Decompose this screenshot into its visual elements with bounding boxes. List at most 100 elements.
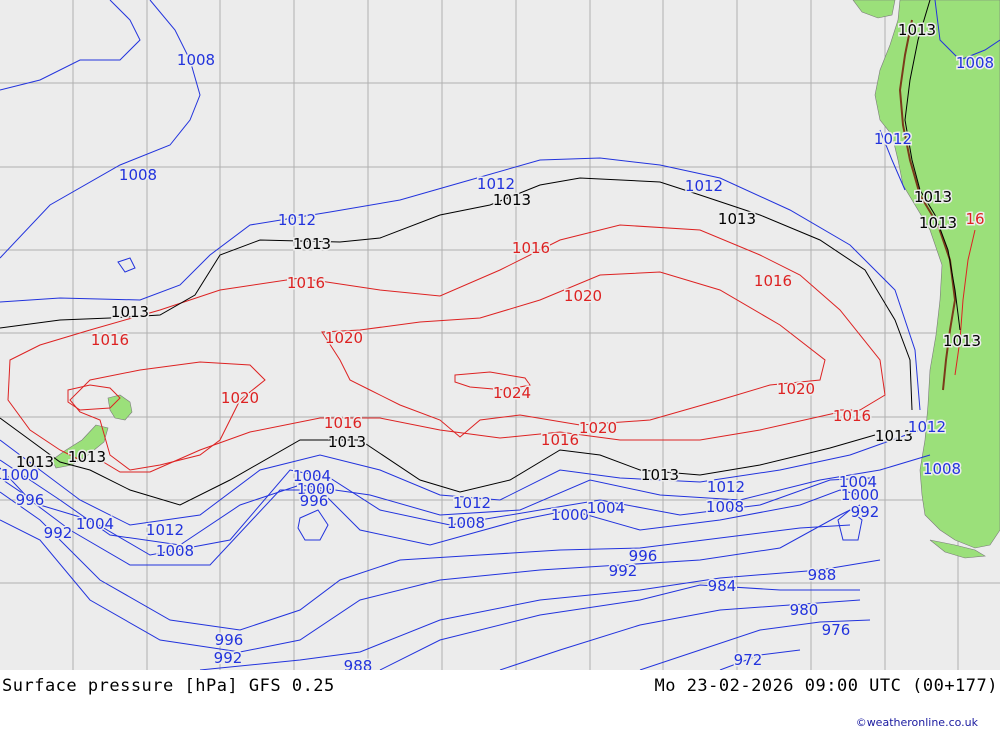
isobar-label: 988 (808, 566, 837, 584)
isobar-1004 (0, 469, 871, 556)
isobar-1008-nw (0, 0, 201, 259)
land-areas (51, 0, 1000, 559)
isobar-label: 980 (790, 601, 819, 619)
isobar-label: 1004 (587, 499, 625, 517)
isobar-label: 996 (300, 492, 329, 510)
isobar-996 (0, 491, 851, 631)
isobar-992 (0, 504, 861, 653)
isobar-1008-south (0, 454, 931, 546)
isobar-low-cell-left (297, 509, 329, 541)
isobar-label: 1013 (914, 188, 952, 206)
isobar-label: 1008 (956, 54, 994, 72)
isobar-label: 1016 (833, 407, 871, 425)
isobar-label: 1013 (293, 235, 331, 253)
isobar-small-loop (117, 257, 136, 273)
isobar-label: 1012 (685, 177, 723, 195)
isobar-label: 1012 (707, 478, 745, 496)
isobar-1016-west (7, 329, 91, 461)
pressure-map: 160E170E180170W160W150W140W130W120W110W1… (0, 0, 1000, 670)
isobar-1008-top (0, 0, 141, 91)
isobar-label: 1000 (297, 480, 335, 498)
isobar-label: 984 (708, 577, 737, 595)
isobar-label: 1008 (177, 51, 215, 69)
isobar-label: 1008 (706, 498, 744, 516)
isobar-label: 1020 (325, 329, 363, 347)
isobar-label: 996 (16, 491, 45, 509)
isobar-1020-nz-inner (67, 384, 121, 411)
credit-link[interactable]: ©weatheronline.co.uk (855, 716, 978, 729)
isobar-label: 1004 (76, 515, 114, 533)
isobar-label: 1013 (328, 433, 366, 451)
isobar-980 (499, 599, 861, 670)
map-title: Surface pressure [hPa] GFS 0.25 (2, 676, 335, 696)
isobar-low-cell-right (837, 509, 863, 541)
isobar-label: 976 (822, 621, 851, 639)
isobar-label: 1013 (875, 427, 913, 445)
isobar-1016-north (89, 224, 886, 411)
isobar-976 (639, 619, 871, 670)
isobar-label: 1008 (119, 166, 157, 184)
isobar-label: 1016 (324, 414, 362, 432)
isobar-label: 1004 (293, 467, 331, 485)
isobar-1012-north (0, 157, 921, 411)
isobar-988 (199, 559, 881, 670)
isobar-label: 996 (215, 631, 244, 649)
isobar-label: 996 (629, 547, 658, 565)
isobar-label: 1013 (493, 191, 531, 209)
footer-bar (0, 670, 1000, 733)
isobar-label: 1013 (111, 303, 149, 321)
isobar-label: 1012 (278, 211, 316, 229)
isobar-label: 16 (965, 210, 984, 228)
isobar-label: 1020 (579, 419, 617, 437)
new-zealand-north-island (107, 394, 133, 421)
isobar-label: 1012 (477, 175, 515, 193)
isobar-label: 992 (851, 503, 880, 521)
isobar-label: 1013 (943, 332, 981, 350)
isobar-label: 1020 (777, 380, 815, 398)
isobar-label: 1012 (874, 130, 912, 148)
isobar-label: 1004 (839, 473, 877, 491)
isobar-label: 1016 (541, 431, 579, 449)
isobar-label: 988 (344, 657, 373, 670)
isobar-label: 1008 (923, 460, 961, 478)
isobar-1020-nz (69, 361, 266, 471)
isobar-1016-south (99, 411, 841, 473)
forecast-datetime: Mo 23-02-2026 09:00 UTC (00+177) (654, 676, 998, 696)
isobar-label: 1012 (146, 521, 184, 539)
isobar-label: 1013 (919, 214, 957, 232)
isobar-label: 1012 (908, 418, 946, 436)
isobar-label: 1013 (68, 448, 106, 466)
isobar-label: 1000 (551, 506, 589, 524)
isobar-label: 1008 (156, 542, 194, 560)
isobar-coast-high (954, 229, 976, 376)
isobar-972 (719, 649, 801, 670)
isobar-label: 1016 (287, 274, 325, 292)
andes-relief (898, 19, 957, 391)
isobar-label: 1024 (493, 384, 531, 402)
isobar-1013-north (0, 177, 913, 411)
isobar-label: 992 (609, 562, 638, 580)
isobar-label: 1008 (447, 514, 485, 532)
isobar-label: 992 (214, 649, 243, 667)
isobar-label: 1016 (91, 331, 129, 349)
isobar-label: 1013 (641, 466, 679, 484)
isobar-label: 1016 (512, 239, 550, 257)
isobar-lines (0, 0, 1000, 670)
isobar-label: 1000 (1, 466, 39, 484)
isobar-1000 (0, 467, 861, 566)
isobar-1013-south (0, 417, 876, 506)
isobar-1020-main (321, 271, 826, 438)
isobar-label: 1012 (453, 494, 491, 512)
isobar-1013-coast (904, 0, 961, 331)
isobar-label: 1013 (718, 210, 756, 228)
isobar-label: 1000 (841, 486, 879, 504)
isobar-label: 1020 (564, 287, 602, 305)
isobar-1008-coast (934, 0, 1000, 61)
isobar-label: 1013 (16, 453, 54, 471)
south-america-tip (929, 539, 986, 559)
map-background (0, 0, 1000, 670)
north-coast-land (852, 0, 896, 19)
isobar-label: 1016 (754, 272, 792, 290)
isobar-1012-south (0, 429, 921, 526)
isobar-label: 972 (734, 651, 763, 669)
